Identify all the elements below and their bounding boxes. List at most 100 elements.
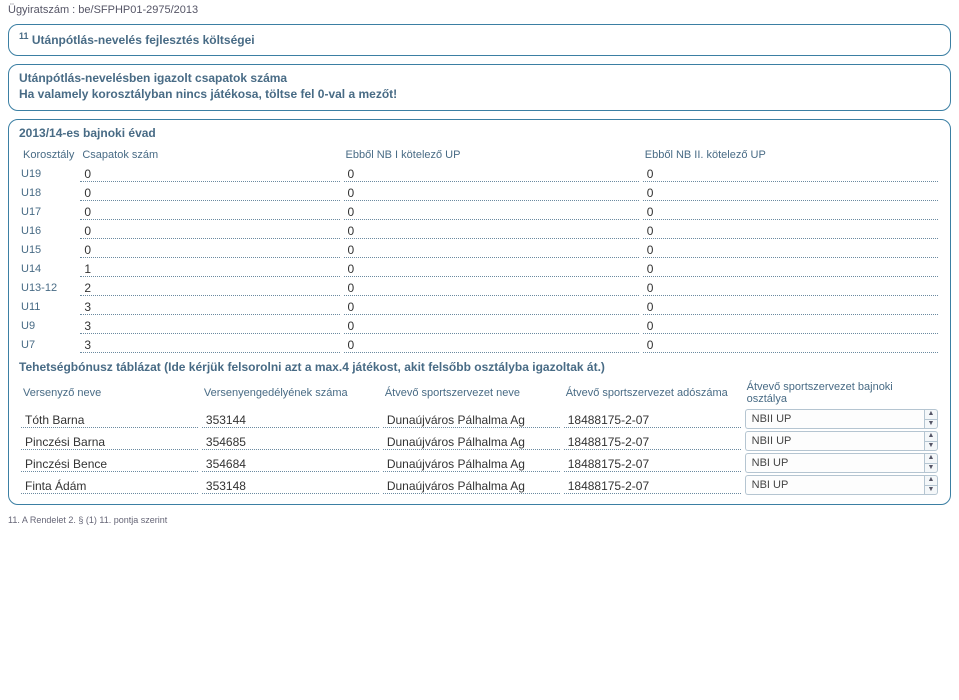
license-input[interactable]	[202, 477, 379, 494]
nb1-input[interactable]	[344, 317, 639, 334]
class-spinner[interactable]: ▲▼	[745, 475, 938, 495]
age-row: U16	[19, 221, 940, 240]
csapatok-input[interactable]	[80, 279, 339, 296]
nb2-input[interactable]	[643, 203, 938, 220]
nb1-input[interactable]	[344, 298, 639, 315]
class-spinner[interactable]: ▲▼	[745, 409, 938, 429]
nb1-input[interactable]	[344, 279, 639, 296]
player-name-input[interactable]	[21, 411, 198, 428]
csapatok-input[interactable]	[80, 298, 339, 315]
csapatok-input[interactable]	[80, 184, 339, 201]
bonus-header-name: Versenyző neve	[19, 378, 200, 408]
org-input[interactable]	[383, 411, 560, 428]
player-name-input[interactable]	[21, 477, 198, 494]
spinner-up-icon[interactable]: ▲	[924, 431, 938, 441]
bonus-header-class: Átvevő sportszervezet bajnoki osztálya	[743, 378, 940, 408]
csapatok-input[interactable]	[80, 222, 339, 239]
bonus-header-license: Versenyengedélyének száma	[200, 378, 381, 408]
csapatok-input[interactable]	[80, 317, 339, 334]
player-name-input[interactable]	[21, 455, 198, 472]
bonus-header-org: Átvevő sportszervezet neve	[381, 378, 562, 408]
player-name-input[interactable]	[21, 433, 198, 450]
age-row: U17	[19, 202, 940, 221]
class-spinner-input[interactable]	[745, 409, 924, 429]
nb2-input[interactable]	[643, 298, 938, 315]
age-row-label: U11	[19, 297, 78, 316]
instructions-line2: Ha valamely korosztályban nincs játékosa…	[19, 87, 940, 103]
bonus-header-tax: Átvevő sportszervezet adószáma	[562, 378, 743, 408]
spinner-down-icon[interactable]: ▼	[924, 463, 938, 474]
csapatok-input[interactable]	[80, 165, 339, 182]
license-input[interactable]	[202, 433, 379, 450]
age-row: U7	[19, 335, 940, 354]
license-input[interactable]	[202, 411, 379, 428]
nb2-input[interactable]	[643, 184, 938, 201]
org-input[interactable]	[383, 455, 560, 472]
nb2-input[interactable]	[643, 260, 938, 277]
spinner-down-icon[interactable]: ▼	[924, 485, 938, 496]
csapatok-input[interactable]	[80, 260, 339, 277]
bonus-title: Tehetségbónusz táblázat (Ide kérjük fels…	[19, 360, 940, 374]
bonus-row: ▲▼	[19, 430, 940, 452]
nb1-input[interactable]	[344, 260, 639, 277]
age-table: Korosztály Csapatok szám Ebből NB I köte…	[19, 146, 940, 354]
age-row: U13-12	[19, 278, 940, 297]
age-row: U15	[19, 240, 940, 259]
bonus-row: ▲▼	[19, 474, 940, 496]
age-row-label: U7	[19, 335, 78, 354]
nb1-input[interactable]	[344, 165, 639, 182]
class-spinner-input[interactable]	[745, 431, 924, 451]
section-title-panel: 11 Utánpótlás-nevelés fejlesztés költség…	[8, 24, 951, 56]
tax-input[interactable]	[564, 433, 741, 450]
nb2-input[interactable]	[643, 317, 938, 334]
nb2-input[interactable]	[643, 241, 938, 258]
spinner-down-icon[interactable]: ▼	[924, 441, 938, 452]
age-row: U9	[19, 316, 940, 335]
license-input[interactable]	[202, 455, 379, 472]
age-row: U18	[19, 183, 940, 202]
age-header-csapatok: Csapatok szám	[78, 146, 341, 164]
section-title: 11 Utánpótlás-nevelés fejlesztés költség…	[19, 33, 255, 47]
nb1-input[interactable]	[344, 203, 639, 220]
instructions-panel: Utánpótlás-nevelésben igazolt csapatok s…	[8, 64, 951, 111]
nb2-input[interactable]	[643, 336, 938, 353]
tax-input[interactable]	[564, 477, 741, 494]
nb1-input[interactable]	[344, 222, 639, 239]
instructions-line1: Utánpótlás-nevelésben igazolt csapatok s…	[19, 71, 940, 87]
nb1-input[interactable]	[344, 241, 639, 258]
age-row-label: U15	[19, 240, 78, 259]
csapatok-input[interactable]	[80, 203, 339, 220]
age-row-label: U14	[19, 259, 78, 278]
class-spinner[interactable]: ▲▼	[745, 453, 938, 473]
csapatok-input[interactable]	[80, 241, 339, 258]
age-row-label: U18	[19, 183, 78, 202]
doc-number: Ügyiratszám : be/SFPHP01-2975/2013	[0, 0, 959, 20]
bonus-row: ▲▼	[19, 408, 940, 430]
class-spinner-input[interactable]	[745, 475, 924, 495]
csapatok-input[interactable]	[80, 336, 339, 353]
spinner-up-icon[interactable]: ▲	[924, 453, 938, 463]
section-title-text: Utánpótlás-nevelés fejlesztés költségei	[32, 33, 255, 47]
class-spinner-input[interactable]	[745, 453, 924, 473]
age-row: U11	[19, 297, 940, 316]
nb1-input[interactable]	[344, 336, 639, 353]
season-title: 2013/14-es bajnoki évad	[19, 126, 940, 140]
spinner-up-icon[interactable]: ▲	[924, 475, 938, 485]
nb2-input[interactable]	[643, 222, 938, 239]
class-spinner[interactable]: ▲▼	[745, 431, 938, 451]
org-input[interactable]	[383, 477, 560, 494]
age-row: U14	[19, 259, 940, 278]
season-panel: 2013/14-es bajnoki évad Korosztály Csapa…	[8, 119, 951, 505]
nb1-input[interactable]	[344, 184, 639, 201]
tax-input[interactable]	[564, 411, 741, 428]
age-header-nb1: Ebből NB I kötelező UP	[342, 146, 641, 164]
nb2-input[interactable]	[643, 165, 938, 182]
spinner-down-icon[interactable]: ▼	[924, 419, 938, 430]
nb2-input[interactable]	[643, 279, 938, 296]
age-header-nb2: Ebből NB II. kötelező UP	[641, 146, 940, 164]
bonus-row: ▲▼	[19, 452, 940, 474]
tax-input[interactable]	[564, 455, 741, 472]
spinner-up-icon[interactable]: ▲	[924, 409, 938, 419]
age-row: U19	[19, 164, 940, 183]
org-input[interactable]	[383, 433, 560, 450]
